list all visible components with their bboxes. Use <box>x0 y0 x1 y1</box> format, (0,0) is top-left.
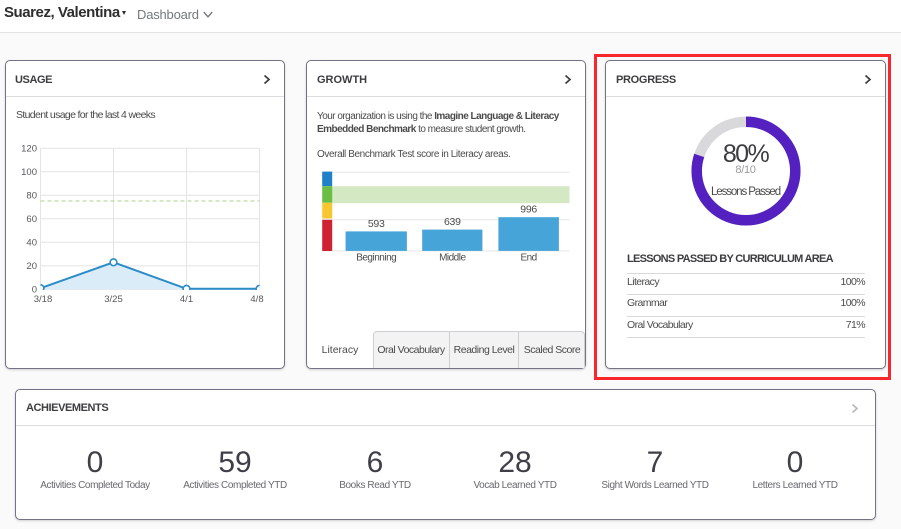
svg-text:80: 80 <box>26 191 37 202</box>
svg-text:996: 996 <box>520 204 537 216</box>
svg-text:3/18: 3/18 <box>34 294 53 305</box>
svg-text:120: 120 <box>21 143 37 154</box>
svg-text:End: End <box>520 253 536 264</box>
svg-text:20: 20 <box>26 261 37 272</box>
svg-text:40: 40 <box>26 238 37 249</box>
svg-text:Beginning: Beginning <box>356 253 396 264</box>
svg-text:0: 0 <box>32 285 37 296</box>
svg-text:639: 639 <box>444 216 461 228</box>
svg-text:3/25: 3/25 <box>104 294 123 305</box>
svg-text:60: 60 <box>26 214 37 225</box>
svg-text:4/8: 4/8 <box>250 294 263 305</box>
svg-text:100: 100 <box>21 167 37 178</box>
svg-text:4/1: 4/1 <box>180 294 193 305</box>
svg-text:593: 593 <box>368 218 385 230</box>
svg-text:Middle: Middle <box>439 253 466 264</box>
